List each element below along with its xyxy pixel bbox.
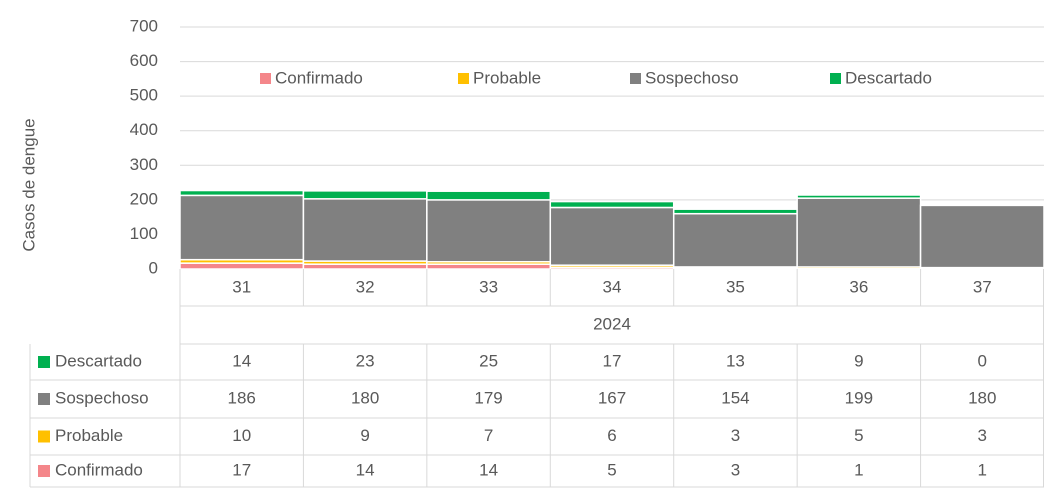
bar-segment [302, 190, 428, 200]
x-tick-label: 37 [973, 277, 992, 296]
y-tick-label: 400 [130, 120, 158, 139]
table-swatch [38, 393, 50, 405]
group-label: 2024 [593, 314, 631, 333]
table-cell: 3 [731, 460, 740, 479]
y-tick-label: 300 [130, 155, 158, 174]
bar-segment [672, 212, 798, 268]
legend-label: Descartado [845, 68, 932, 87]
table-row-label: Sospechoso [55, 388, 149, 407]
legend-label: Probable [473, 68, 541, 87]
table-cell: 17 [232, 460, 251, 479]
table-cell: 167 [598, 388, 626, 407]
legend-swatch [830, 73, 841, 84]
table-row-label: Confirmado [55, 460, 143, 479]
table-swatch [38, 465, 50, 477]
table-cell: 23 [356, 351, 375, 370]
bar-segment [179, 194, 305, 261]
table-row-label: Probable [55, 426, 123, 445]
bar-segment [179, 189, 305, 197]
table-cell: 179 [474, 388, 502, 407]
bar-segment [796, 197, 922, 268]
table-swatch [38, 430, 50, 443]
bar-segment [549, 200, 675, 209]
bar-segment [426, 199, 552, 263]
table-cell: 154 [721, 388, 749, 407]
table-cell: 14 [479, 460, 498, 479]
table-row-label: Descartado [55, 351, 142, 370]
table-cell: 6 [607, 426, 616, 445]
table-cell: 9 [360, 426, 369, 445]
table-cell: 180 [351, 388, 379, 407]
table-cell: 5 [607, 460, 616, 479]
table-cell: 1 [854, 460, 863, 479]
table-cell: 3 [731, 426, 740, 445]
x-tick-label: 34 [603, 277, 622, 296]
table-cell: 1 [978, 460, 987, 479]
bar-segment [549, 206, 675, 266]
table-cell: 14 [356, 460, 375, 479]
table-cell: 0 [978, 351, 987, 370]
y-tick-label: 700 [130, 16, 158, 35]
y-tick-label: 100 [130, 224, 158, 243]
bar-segment [796, 194, 922, 199]
table-cell: 5 [854, 426, 863, 445]
table-cell: 14 [232, 351, 251, 370]
legend-label: Confirmado [275, 68, 363, 87]
bar-segment [179, 262, 305, 270]
x-tick-label: 31 [232, 277, 251, 296]
y-tick-label: 0 [149, 258, 158, 277]
table-cell: 17 [603, 351, 622, 370]
x-tick-label: 35 [726, 277, 745, 296]
x-tick-label: 36 [849, 277, 868, 296]
bar-segment [919, 204, 1044, 269]
y-tick-label: 500 [130, 86, 158, 105]
table-cell: 10 [232, 426, 251, 445]
x-tick-label: 33 [479, 277, 498, 296]
table-cell: 25 [479, 351, 498, 370]
y-tick-label: 600 [130, 51, 158, 70]
table-swatch [38, 356, 50, 368]
bar-segment [426, 190, 552, 201]
table-cell: 7 [484, 426, 493, 445]
y-tick-label: 200 [130, 189, 158, 208]
table-cell: 9 [854, 351, 863, 370]
table-cell: 13 [726, 351, 745, 370]
x-tick-label: 32 [356, 277, 375, 296]
table-cell: 186 [228, 388, 256, 407]
legend-label: Sospechoso [645, 68, 739, 87]
table-cell: 180 [968, 388, 996, 407]
bar-segment [672, 208, 798, 215]
table-cell: 3 [978, 426, 987, 445]
legend-swatch [630, 73, 641, 84]
legend-swatch [458, 73, 469, 84]
legend-swatch [260, 73, 271, 84]
bar-segment [302, 198, 428, 262]
y-axis-label: Casos de dengue [19, 118, 38, 251]
table-cell: 199 [845, 388, 873, 407]
